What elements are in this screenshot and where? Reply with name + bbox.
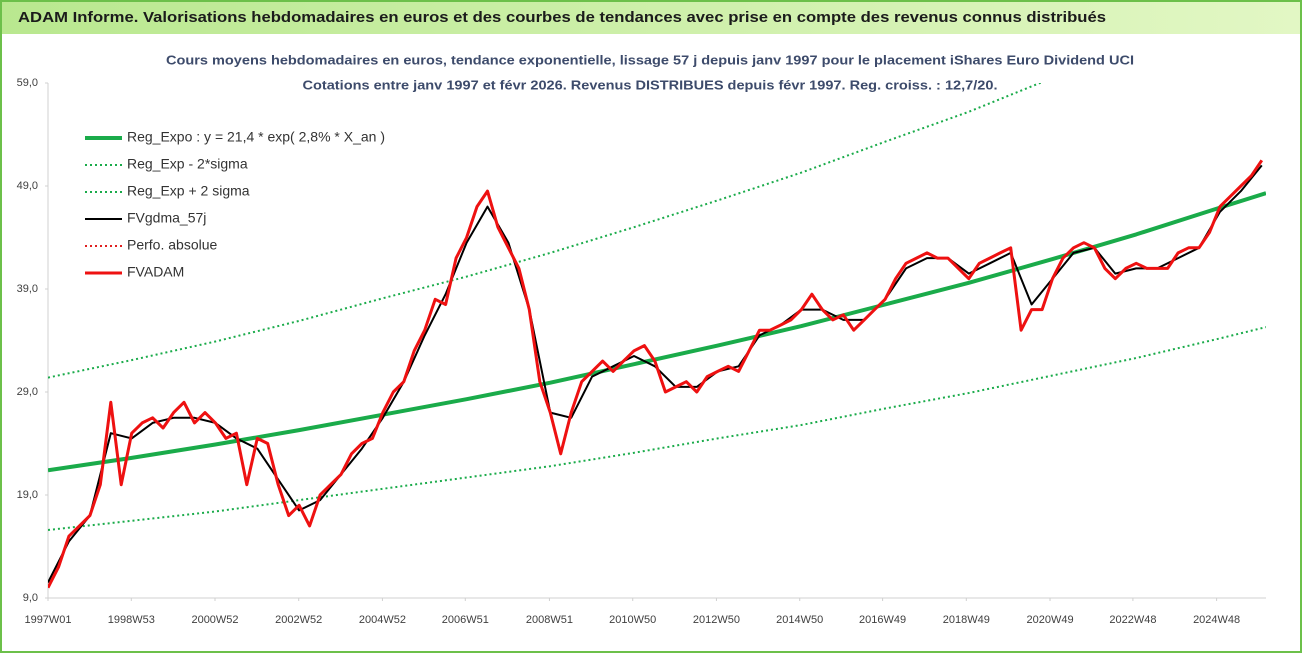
series-line bbox=[48, 326, 1266, 531]
x-tick-label: 2022W48 bbox=[1109, 614, 1156, 626]
x-tick-label: 2020W49 bbox=[1026, 614, 1073, 626]
x-tick-label: 2024W48 bbox=[1193, 614, 1240, 626]
series-line bbox=[48, 164, 1263, 583]
x-tick-label: 2008W51 bbox=[526, 614, 573, 626]
legend-label: Reg_Exp - 2*sigma bbox=[127, 156, 248, 172]
x-tick-label: 2016W49 bbox=[859, 614, 906, 626]
x-tick-label: 2018W49 bbox=[943, 614, 990, 626]
header-band bbox=[2, 2, 1300, 34]
x-tick-label: 2004W52 bbox=[359, 614, 406, 626]
series-line bbox=[48, 159, 1264, 589]
legend-label: FVADAM bbox=[127, 264, 184, 280]
x-tick-label: 1998W53 bbox=[108, 614, 155, 626]
y-tick-label: 19,0 bbox=[17, 489, 38, 501]
x-tick-label: 2012W50 bbox=[693, 614, 740, 626]
y-tick-label: 39,0 bbox=[17, 283, 38, 295]
series-line bbox=[48, 83, 1043, 379]
y-tick-label: 29,0 bbox=[17, 386, 38, 398]
x-tick-label: 2000W52 bbox=[191, 614, 238, 626]
legend-label: Reg_Expo : y = 21,4 * exp( 2,8% * X_an ) bbox=[127, 129, 385, 145]
plot-area bbox=[48, 83, 1266, 589]
x-tick-label: 2014W50 bbox=[776, 614, 823, 626]
legend-label: FVgdma_57j bbox=[127, 210, 206, 226]
legend-label: Perfo. absolue bbox=[127, 237, 217, 253]
y-tick-label: 49,0 bbox=[17, 180, 38, 192]
chart-subtitle: Cours moyens hebdomadaires en euros, ten… bbox=[166, 52, 1134, 67]
chart-subtitle: Cotations entre janv 1997 et févr 2026. … bbox=[303, 77, 998, 92]
x-tick-label: 2002W52 bbox=[275, 614, 322, 626]
y-tick-label: 9,0 bbox=[23, 592, 38, 604]
x-tick-label: 2006W51 bbox=[442, 614, 489, 626]
x-tick-label: 1997W01 bbox=[24, 614, 71, 626]
legend-label: Reg_Exp + 2 sigma bbox=[127, 183, 250, 199]
chart-title: ADAM Informe. Valorisations hebdomadaire… bbox=[18, 9, 1106, 26]
x-tick-label: 2010W50 bbox=[609, 614, 656, 626]
y-tick-label: 59,0 bbox=[17, 77, 38, 89]
